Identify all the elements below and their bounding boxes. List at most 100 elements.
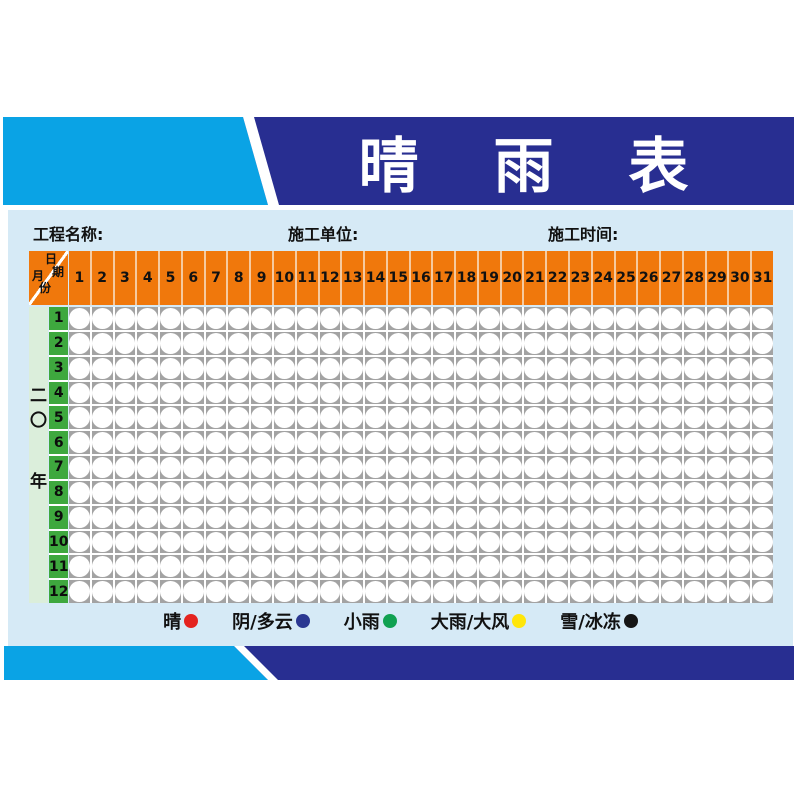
day-header-cell-1: 1 [69,251,90,305]
empty-mark-circle [524,531,546,553]
empty-mark-circle [182,357,204,379]
weather-cell-m7-d13 [342,456,364,479]
empty-mark-circle [661,308,682,329]
empty-mark-circle [592,556,614,578]
empty-mark-circle [570,407,591,429]
empty-mark-circle [661,332,682,354]
weather-cell-m11-d21 [524,555,546,579]
weather-cell-m9-d30 [729,505,751,529]
empty-mark-circle [69,357,90,379]
weather-cell-m9-d18 [456,505,477,529]
weather-cell-m7-d27 [661,456,682,479]
month-cell-8: 8 [49,480,69,504]
weather-cell-m2-d5 [160,331,181,355]
empty-mark-circle [273,332,295,354]
weather-cell-m1-d5 [160,307,181,330]
empty-mark-circle [433,581,455,602]
weather-cell-m2-d11 [296,331,318,355]
weather-cell-m11-d14 [365,555,386,579]
month-cell-11: 11 [49,555,69,579]
weather-cell-m4-d21 [524,381,546,405]
empty-mark-circle [729,407,751,429]
legend-dot-2 [295,614,310,628]
day-header-cell-11: 11 [296,251,318,305]
empty-mark-circle [456,531,477,553]
weather-cell-m7-d7 [205,456,227,479]
empty-mark-circle [478,531,500,553]
weather-cell-m5-d20 [501,406,523,430]
empty-mark-circle [319,382,341,404]
empty-mark-circle [273,506,295,528]
empty-mark-circle [752,308,773,329]
weather-cell-m6-d17 [433,431,455,454]
weather-cell-m3-d9 [251,356,272,380]
empty-mark-circle [524,581,546,602]
weather-cell-m11-d20 [501,555,523,579]
weather-cell-m1-d21 [524,307,546,330]
weather-cell-m8-d7 [205,480,227,504]
banner-cyan-shape [3,117,268,205]
empty-mark-circle [661,432,682,453]
empty-mark-circle [752,506,773,528]
weather-cell-m7-d5 [160,456,181,479]
weather-cell-m7-d3 [114,456,136,479]
weather-cell-m8-d9 [251,480,272,504]
empty-mark-circle [547,506,569,528]
empty-mark-circle [683,407,705,429]
weather-cell-m12-d8 [228,580,250,603]
weather-cell-m2-d29 [706,331,728,355]
weather-cell-m7-d25 [615,456,637,479]
weather-cell-m11-d26 [638,555,660,579]
empty-mark-circle [456,308,477,329]
corner-day-char-2: 期 [52,265,65,279]
empty-mark-circle [137,457,159,478]
empty-mark-circle [615,382,637,404]
weather-cell-m10-d29 [706,530,728,554]
weather-cell-m4-d2 [91,381,113,405]
empty-mark-circle [319,432,341,453]
empty-mark-circle [706,332,728,354]
weather-cell-m8-d12 [319,480,341,504]
empty-mark-circle [114,481,136,503]
empty-mark-circle [638,382,660,404]
empty-mark-circle [570,382,591,404]
construction-unit-label: 施工单位: [288,225,359,244]
weather-cell-m6-d28 [683,431,705,454]
empty-mark-circle [752,531,773,553]
weather-cell-m11-d16 [410,555,432,579]
legend-item-5: 雪/冰冻 [560,608,638,634]
weather-cell-m3-d23 [570,356,591,380]
empty-mark-circle [228,457,250,478]
empty-mark-circle [342,332,364,354]
weather-cell-m5-d7 [205,406,227,430]
weather-cell-m3-d31 [752,356,773,380]
empty-mark-circle [296,357,318,379]
empty-mark-circle [433,481,455,503]
weather-cell-m1-d25 [615,307,637,330]
bottom-banner [4,646,794,680]
empty-mark-circle [638,556,660,578]
empty-mark-circle [182,481,204,503]
empty-mark-circle [365,308,386,329]
bottom-cyan-shape [4,646,268,680]
weather-cell-m4-d12 [319,381,341,405]
weather-cell-m4-d14 [365,381,386,405]
empty-mark-circle [91,308,113,329]
empty-mark-circle [137,357,159,379]
weather-cell-m2-d24 [592,331,614,355]
weather-cell-m12-d20 [501,580,523,603]
weather-cell-m11-d29 [706,555,728,579]
day-header-cell-14: 14 [365,251,386,305]
day-header-cell-16: 16 [410,251,432,305]
empty-mark-circle [592,531,614,553]
weather-cell-m9-d8 [228,505,250,529]
empty-mark-circle [638,481,660,503]
empty-mark-circle [114,382,136,404]
weather-cell-m5-d6 [182,406,204,430]
empty-mark-circle [160,531,181,553]
empty-mark-circle [319,481,341,503]
empty-mark-circle [547,332,569,354]
empty-mark-circle [752,556,773,578]
weather-cell-m2-d25 [615,331,637,355]
empty-mark-circle [137,432,159,453]
